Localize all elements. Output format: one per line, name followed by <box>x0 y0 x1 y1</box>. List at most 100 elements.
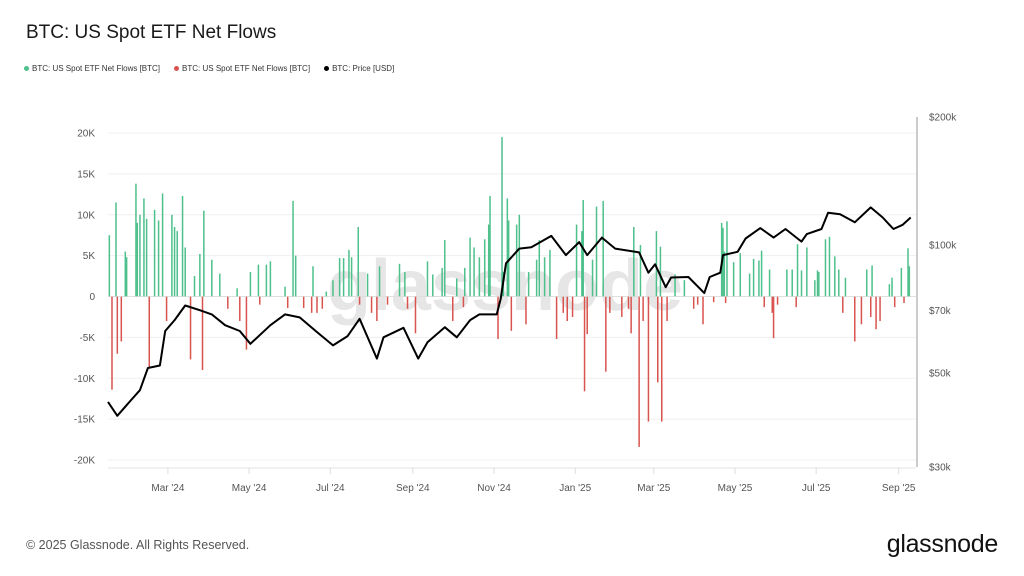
y-left-tick-label: 10K <box>77 210 95 221</box>
outflow-bar <box>583 296 586 392</box>
inflow-bar <box>796 244 799 297</box>
y-left-tick-label: -20K <box>74 456 95 467</box>
inflow-bar <box>284 286 286 297</box>
outflow-bar <box>376 296 378 322</box>
outflow-bar <box>586 296 588 335</box>
inflow-bar <box>891 277 893 297</box>
inflow-bar <box>398 263 401 297</box>
inflow-bar <box>124 251 127 297</box>
inflow-bar <box>483 239 486 297</box>
inflow-bar <box>463 267 466 297</box>
legend-item-inflows[interactable]: BTC: US Spot ETF Net Flows [BTC] <box>24 64 160 73</box>
legend-label: BTC: US Spot ETF Net Flows [BTC] <box>32 64 161 73</box>
outflow-bar <box>869 296 872 317</box>
green-dot-icon <box>24 66 29 71</box>
x-tick-label: Sep '24 <box>396 483 430 494</box>
legend-item-price[interactable]: BTC: Price [USD] <box>324 64 394 73</box>
inflow-bar <box>768 269 771 297</box>
inflow-bar <box>176 231 178 297</box>
outflow-bar <box>893 296 896 308</box>
x-tick-label: May '24 <box>232 483 267 494</box>
outflow-bar <box>406 296 409 309</box>
inflow-bar <box>732 262 735 297</box>
outflow-bar <box>638 296 640 447</box>
inflow-bar <box>487 224 490 297</box>
inflow-bar <box>219 273 221 297</box>
x-tick-label: Sep '25 <box>882 483 916 494</box>
inflow-bar <box>748 273 751 297</box>
inflow-bar <box>814 280 816 297</box>
outflow-bar <box>258 296 261 305</box>
copyright-footer: © 2025 Glassnode. All Rights Reserved. <box>26 538 250 552</box>
inflow-bar <box>157 220 160 297</box>
inflow-bar <box>489 195 491 297</box>
inflow-bar <box>824 239 827 297</box>
inflow-bar <box>332 280 334 297</box>
inflow-bar <box>294 255 297 297</box>
inflow-bar <box>595 206 598 297</box>
outflow-bar <box>630 296 632 334</box>
inflow-bar <box>752 258 755 297</box>
inflow-bar <box>199 253 201 297</box>
outflow-bar <box>712 296 715 303</box>
outflow-bar <box>227 296 229 309</box>
y-right-tick-label: $50k <box>929 368 952 379</box>
inflow-bar <box>674 274 676 297</box>
inflow-bar <box>312 266 314 297</box>
legend-item-outflows[interactable]: BTC: US Spot ETF Net Flows [BTC] <box>174 64 310 73</box>
outflow-bar <box>370 296 373 313</box>
x-tick-label: May '25 <box>718 483 753 494</box>
inflow-bar <box>211 259 213 297</box>
y-left-tick-label: -15K <box>74 415 95 426</box>
outflow-bar <box>462 296 465 308</box>
inflow-bar <box>834 256 836 297</box>
legend-label: BTC: US Spot ETF Net Flows [BTC] <box>182 64 311 73</box>
x-tick-label: Jul '24 <box>316 483 345 494</box>
outflow-bar <box>201 296 204 371</box>
outflow-bar <box>310 296 313 313</box>
outflow-bar <box>452 296 454 322</box>
inflow-bar <box>844 277 847 297</box>
inflow-bar <box>575 224 578 297</box>
x-tick-label: Jan '25 <box>559 483 591 494</box>
price-line <box>107 206 912 417</box>
outflow-bar <box>661 296 663 422</box>
inflow-bar <box>143 198 145 297</box>
inflow-bar <box>357 227 360 297</box>
outflow-bar <box>627 296 630 309</box>
outflow-bar <box>566 296 568 322</box>
black-dot-icon <box>324 66 330 71</box>
outflow-bar <box>879 296 881 322</box>
inflow-bar <box>800 270 803 297</box>
y-left-tick-label: 5K <box>83 251 96 262</box>
outflow-bar <box>776 296 779 305</box>
inflow-bar <box>173 227 176 297</box>
y-left-tick-label: 20K <box>77 129 95 140</box>
outflow-bar <box>621 296 623 317</box>
inflow-bar <box>501 137 503 297</box>
inflow-bar <box>181 195 184 297</box>
outflow-bar <box>642 296 644 322</box>
inflow-bar <box>786 269 788 297</box>
outflow-bar <box>609 296 611 313</box>
inflow-bar <box>441 267 443 297</box>
inflow-bar <box>818 271 820 297</box>
outflow-bar <box>724 296 727 304</box>
inflow-bar <box>456 278 458 297</box>
inflow-bar <box>760 250 763 297</box>
outflow-bar <box>771 296 773 313</box>
x-tick-label: Mar '25 <box>637 483 670 494</box>
outflow-bar <box>239 296 241 322</box>
inflow-bar <box>135 183 137 297</box>
outflow-bar <box>525 296 527 325</box>
x-tick-label: Jul '25 <box>802 483 831 494</box>
legend-label: BTC: Price [USD] <box>332 64 395 73</box>
inflow-bar <box>723 251 726 297</box>
inflow-bar <box>145 218 148 297</box>
inflow-bar <box>366 273 369 297</box>
outflow-bar <box>286 296 289 308</box>
inflow-bar <box>325 291 328 297</box>
outflow-bar <box>321 296 324 309</box>
inflow-bar <box>478 257 481 297</box>
inflow-bar <box>236 288 238 297</box>
